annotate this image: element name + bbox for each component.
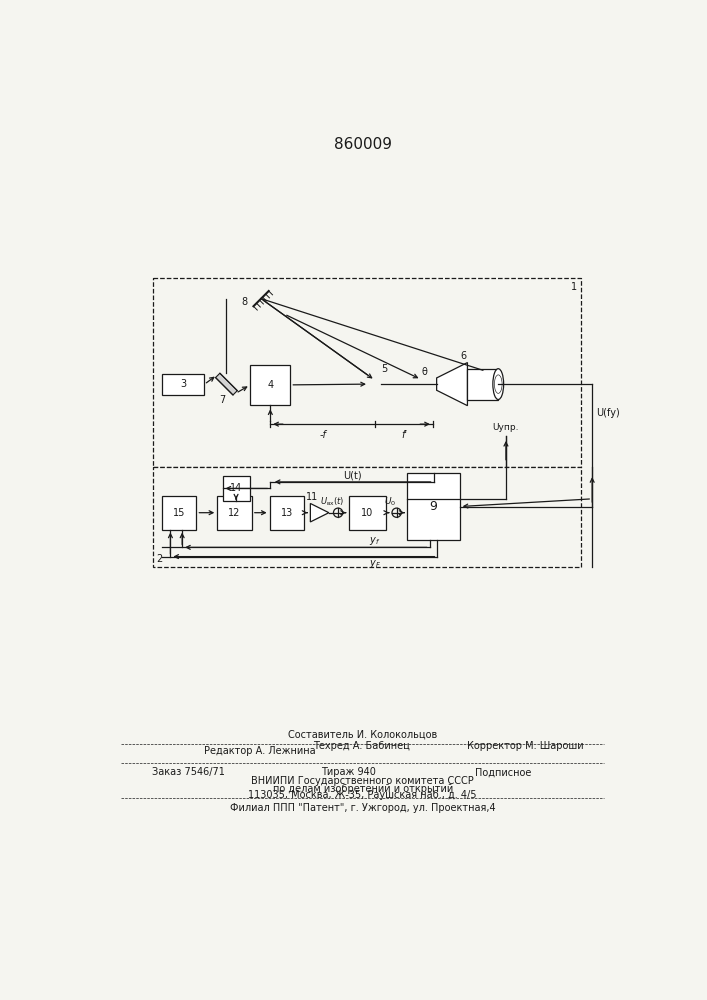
Text: Uупр.: Uупр.: [493, 424, 519, 432]
Text: Подписное: Подписное: [475, 767, 532, 777]
Text: Техред А. Бабинец: Техред А. Бабинец: [313, 741, 410, 751]
Text: 12: 12: [228, 508, 240, 518]
Text: Корректор М. Шароши: Корректор М. Шароши: [467, 741, 584, 751]
Text: Филиал ППП "Патент", г. Ужгород, ул. Проектная,4: Филиал ППП "Патент", г. Ужгород, ул. Про…: [230, 803, 496, 813]
Bar: [349, 496, 386, 530]
Text: 860009: 860009: [334, 137, 392, 152]
Text: 3: 3: [180, 379, 186, 389]
Text: -f: -f: [320, 430, 326, 440]
Text: Заказ 7546/71: Заказ 7546/71: [152, 767, 225, 777]
Bar: [269, 496, 304, 530]
Bar: [407, 473, 460, 540]
Text: 9: 9: [430, 500, 438, 513]
Text: 10: 10: [361, 508, 373, 518]
Ellipse shape: [494, 375, 502, 393]
Ellipse shape: [493, 369, 503, 400]
Text: ВНИИПИ Государственного комитета СССР: ВНИИПИ Государственного комитета СССР: [252, 776, 474, 786]
Text: $y_F$: $y_F$: [369, 558, 381, 570]
Bar: [153, 466, 580, 567]
Bar: [153, 278, 580, 466]
Text: $y_f$: $y_f$: [370, 535, 380, 547]
Text: U(t): U(t): [343, 471, 361, 481]
Text: 1: 1: [571, 282, 578, 292]
Bar: [467, 369, 498, 400]
Bar: [250, 365, 291, 405]
Text: $U_{\rm вх}(t)$: $U_{\rm вх}(t)$: [320, 496, 344, 508]
Text: $U_0$: $U_0$: [385, 496, 397, 508]
Text: 13: 13: [281, 508, 293, 518]
Bar: [162, 374, 204, 395]
Text: 113035, Москва, Ж-35, Раушская наб., д. 4/5: 113035, Москва, Ж-35, Раушская наб., д. …: [248, 790, 477, 800]
Text: f': f': [401, 430, 407, 440]
Text: U(fy): U(fy): [596, 408, 620, 418]
Text: 8: 8: [241, 297, 247, 307]
Text: 4: 4: [267, 380, 274, 390]
Bar: [162, 496, 197, 530]
Text: 5: 5: [381, 364, 387, 374]
Text: Редактор А. Лежнина: Редактор А. Лежнина: [204, 746, 316, 756]
Bar: [223, 476, 250, 501]
Text: по делам изобретений и открытий: по делам изобретений и открытий: [273, 784, 453, 794]
Text: 15: 15: [173, 508, 185, 518]
Polygon shape: [216, 373, 238, 395]
Text: 7: 7: [219, 395, 226, 405]
Polygon shape: [310, 503, 329, 522]
Text: θ: θ: [421, 367, 427, 377]
Polygon shape: [437, 363, 467, 406]
Text: 2: 2: [156, 554, 163, 564]
Text: 6: 6: [460, 351, 467, 361]
Bar: [217, 496, 252, 530]
Text: 14: 14: [230, 483, 243, 493]
Text: Тираж 940: Тираж 940: [321, 767, 376, 777]
Text: Составитель И. Колокольцов: Составитель И. Колокольцов: [288, 729, 438, 739]
Text: 11: 11: [305, 492, 318, 502]
